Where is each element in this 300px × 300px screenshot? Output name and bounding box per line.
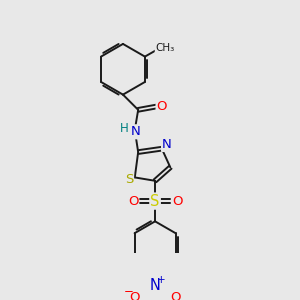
Text: N: N: [162, 138, 172, 151]
Text: −: −: [124, 285, 134, 298]
Text: S: S: [125, 173, 133, 187]
Text: N: N: [131, 125, 140, 138]
Text: CH₃: CH₃: [156, 43, 175, 53]
Text: O: O: [157, 100, 167, 113]
Text: H: H: [120, 122, 129, 135]
Text: S: S: [150, 194, 160, 208]
Text: +: +: [157, 275, 165, 286]
Text: O: O: [130, 291, 140, 300]
Text: O: O: [172, 195, 182, 208]
Text: O: O: [128, 195, 138, 208]
Text: N: N: [150, 278, 160, 293]
Text: O: O: [170, 291, 181, 300]
